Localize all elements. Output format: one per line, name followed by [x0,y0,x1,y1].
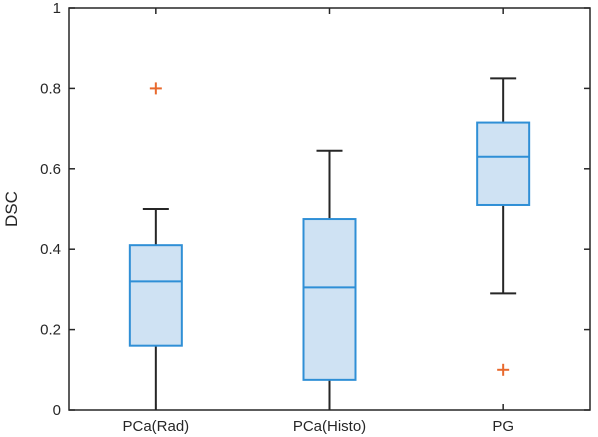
outlier-marker [149,82,162,95]
x-tick-label: PCa(Rad) [122,418,189,435]
y-tick-label: 0 [53,402,61,419]
box-iqr [302,218,357,381]
boxes-layer [128,77,531,410]
y-axis-title: DSC [2,191,21,227]
box-group-3 [476,77,531,376]
y-tick-label: 0.8 [40,80,61,97]
y-tick-label: 0.6 [40,161,61,178]
outlier-marker [497,363,510,376]
y-tick-label: 0.4 [40,241,61,258]
x-tick-label: PG [492,418,514,435]
y-tick-label: 1 [53,0,61,17]
box-iqr [476,121,531,206]
axes-layer: 0 0.2 0.4 0.6 0.8 1 PCa(Rad) PCa(Histo) PG [40,0,591,435]
y-tick-label: 0.2 [40,322,61,339]
x-tick-label: PCa(Histo) [293,418,366,435]
box-group-2 [302,149,357,410]
box-iqr [128,244,183,347]
box-group-1 [128,82,183,410]
